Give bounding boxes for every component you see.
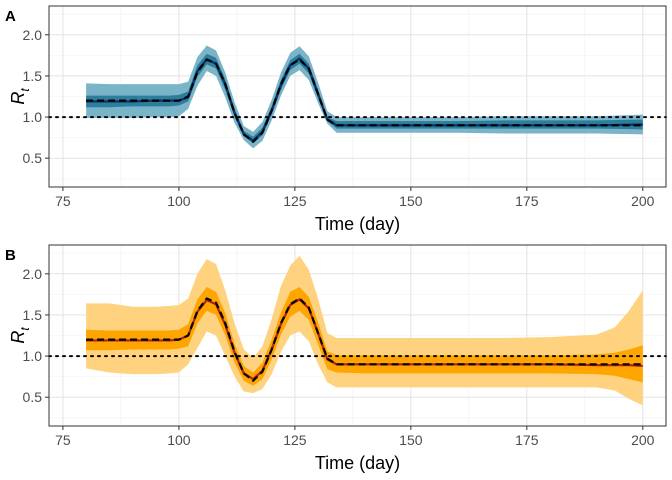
y-tick-label: 2.0 xyxy=(23,27,43,43)
true-rt-dashed-line xyxy=(86,58,643,143)
inner-credible-band xyxy=(86,53,643,144)
true-rt-dashed-line xyxy=(86,297,643,382)
chart-panel-A: 75 100 125 150 175 200 0.5 1.0 1.5 2.0 Time (day) R… xyxy=(5,5,667,234)
x-tick-label: 200 xyxy=(631,193,655,209)
y-axis-title-subscript: t xyxy=(18,88,32,92)
y-axis-title: Rt xyxy=(8,88,32,105)
y-tick-label: 2.0 xyxy=(23,266,43,282)
x-axis-title: Time (day) xyxy=(315,214,400,234)
x-tick-label: 175 xyxy=(515,193,539,209)
grid xyxy=(49,6,666,187)
inner-credible-band xyxy=(86,286,643,386)
y-tick-label: 1.0 xyxy=(23,348,43,364)
plot-border xyxy=(48,5,667,188)
x-tick-label: 175 xyxy=(515,432,539,448)
x-tick-label: 75 xyxy=(55,432,71,448)
plot-border xyxy=(48,244,667,427)
y-tick-label: 1.5 xyxy=(23,307,43,323)
y-tick-label: 0.5 xyxy=(23,150,43,166)
x-axis-title: Time (day) xyxy=(315,453,400,473)
x-tick-label: 125 xyxy=(283,432,307,448)
panel-tag: A xyxy=(5,8,16,25)
y-tick-label: 1.0 xyxy=(23,109,43,125)
x-tick-label: 75 xyxy=(55,193,71,209)
x-tick-label: 200 xyxy=(631,432,655,448)
x-tick-label: 150 xyxy=(399,193,423,209)
x-tick-label: 125 xyxy=(283,193,307,209)
y-tick-label: 1.5 xyxy=(23,68,43,84)
y-axis-title: Rt xyxy=(8,327,32,344)
y-axis-title-subscript: t xyxy=(18,327,32,331)
x-tick-label: 100 xyxy=(167,193,191,209)
y-axis-title-main: R xyxy=(8,92,28,105)
chart-panel-B: 75 100 125 150 175 200 0.5 1.0 1.5 2.0 Time (day) R… xyxy=(5,244,667,473)
x-tick-label: 100 xyxy=(167,432,191,448)
x-tick-label: 150 xyxy=(399,432,423,448)
y-tick-label: 0.5 xyxy=(23,389,43,405)
y-axis-title-main: R xyxy=(8,331,28,344)
panel-tag: B xyxy=(5,247,16,264)
